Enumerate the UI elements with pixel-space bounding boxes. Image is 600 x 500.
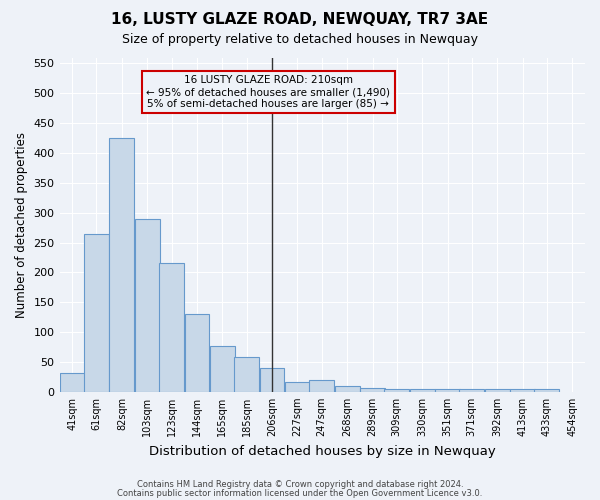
Bar	[60, 372, 85, 392]
Bar	[260, 368, 284, 392]
Bar	[435, 389, 460, 392]
Text: 16 LUSTY GLAZE ROAD: 210sqm
← 95% of detached houses are smaller (1,490)
5% of s: 16 LUSTY GLAZE ROAD: 210sqm ← 95% of det…	[146, 76, 391, 108]
Bar	[385, 389, 409, 392]
Bar	[360, 388, 385, 392]
Bar	[335, 386, 359, 392]
Bar	[309, 380, 334, 392]
Text: Size of property relative to detached houses in Newquay: Size of property relative to detached ho…	[122, 32, 478, 46]
Bar	[109, 138, 134, 392]
Bar	[460, 389, 484, 392]
Bar	[535, 389, 559, 392]
Text: Contains public sector information licensed under the Open Government Licence v3: Contains public sector information licen…	[118, 490, 482, 498]
Bar	[510, 389, 535, 392]
Bar	[135, 218, 160, 392]
Bar	[285, 382, 310, 392]
Text: Contains HM Land Registry data © Crown copyright and database right 2024.: Contains HM Land Registry data © Crown c…	[137, 480, 463, 489]
Bar	[185, 314, 209, 392]
Bar	[410, 389, 434, 392]
Bar	[234, 357, 259, 392]
Bar	[159, 264, 184, 392]
Y-axis label: Number of detached properties: Number of detached properties	[15, 132, 28, 318]
Bar	[84, 234, 109, 392]
Bar	[485, 389, 509, 392]
Bar	[210, 346, 235, 392]
Text: 16, LUSTY GLAZE ROAD, NEWQUAY, TR7 3AE: 16, LUSTY GLAZE ROAD, NEWQUAY, TR7 3AE	[112, 12, 488, 28]
X-axis label: Distribution of detached houses by size in Newquay: Distribution of detached houses by size …	[149, 444, 496, 458]
